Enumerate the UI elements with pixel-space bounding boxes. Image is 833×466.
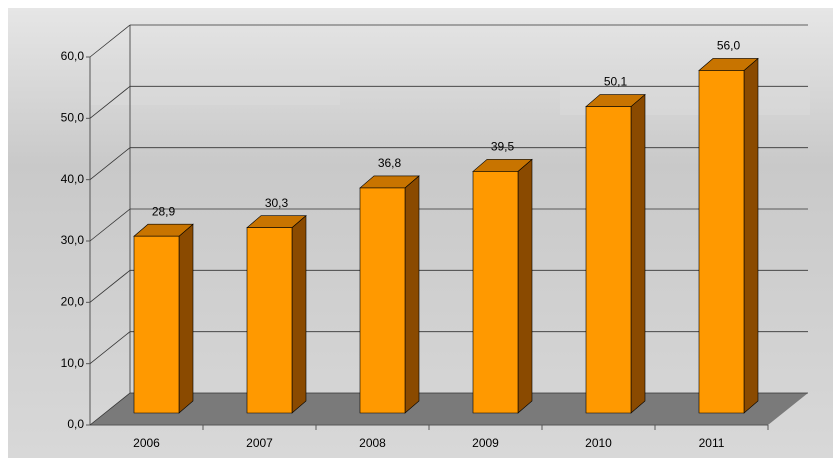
chart: 0,0 10,0 20,0 30,0 40,0 50,0 60,0 2006 28,9 2007 3… [0, 0, 833, 466]
bar-front [473, 171, 518, 413]
bar [473, 159, 532, 413]
bar [360, 176, 419, 413]
y-tick-label: 40,0 [61, 172, 85, 186]
y-tick-label: 20,0 [61, 295, 85, 309]
y-tick-label: 60,0 [61, 49, 85, 63]
y-tick-label: 30,0 [61, 233, 85, 247]
data-label: 56,0 [717, 39, 741, 53]
data-label: 39,5 [491, 140, 515, 154]
x-tick-label: 2007 [246, 436, 273, 450]
bar-side [292, 216, 306, 413]
bar-side [405, 176, 419, 413]
data-label: 30,3 [265, 196, 289, 210]
bar-front [586, 107, 631, 413]
data-label: 50,1 [604, 75, 628, 89]
bar-front [134, 236, 179, 413]
bar-side [518, 159, 532, 413]
bar [586, 95, 645, 413]
x-tick-label: 2006 [133, 436, 160, 450]
x-tick-label: 2010 [585, 436, 612, 450]
bar-front [360, 188, 405, 413]
bar-front [699, 70, 744, 413]
bar-side [631, 95, 645, 413]
y-tick-label: 50,0 [61, 111, 85, 125]
bar [134, 224, 193, 413]
bar [699, 58, 758, 413]
data-label: 36,8 [378, 156, 402, 170]
x-tick-label: 2008 [359, 436, 386, 450]
background-sign [90, 65, 340, 105]
bar [247, 216, 306, 413]
y-tick-label: 10,0 [61, 356, 85, 370]
x-tick-label: 2011 [699, 436, 725, 450]
x-tick-label: 2009 [472, 436, 499, 450]
bar-side [744, 58, 758, 413]
bar-front [247, 228, 292, 413]
data-label: 28,9 [152, 204, 176, 218]
bar-side [179, 224, 193, 413]
y-tick-label: 0,0 [67, 417, 84, 431]
